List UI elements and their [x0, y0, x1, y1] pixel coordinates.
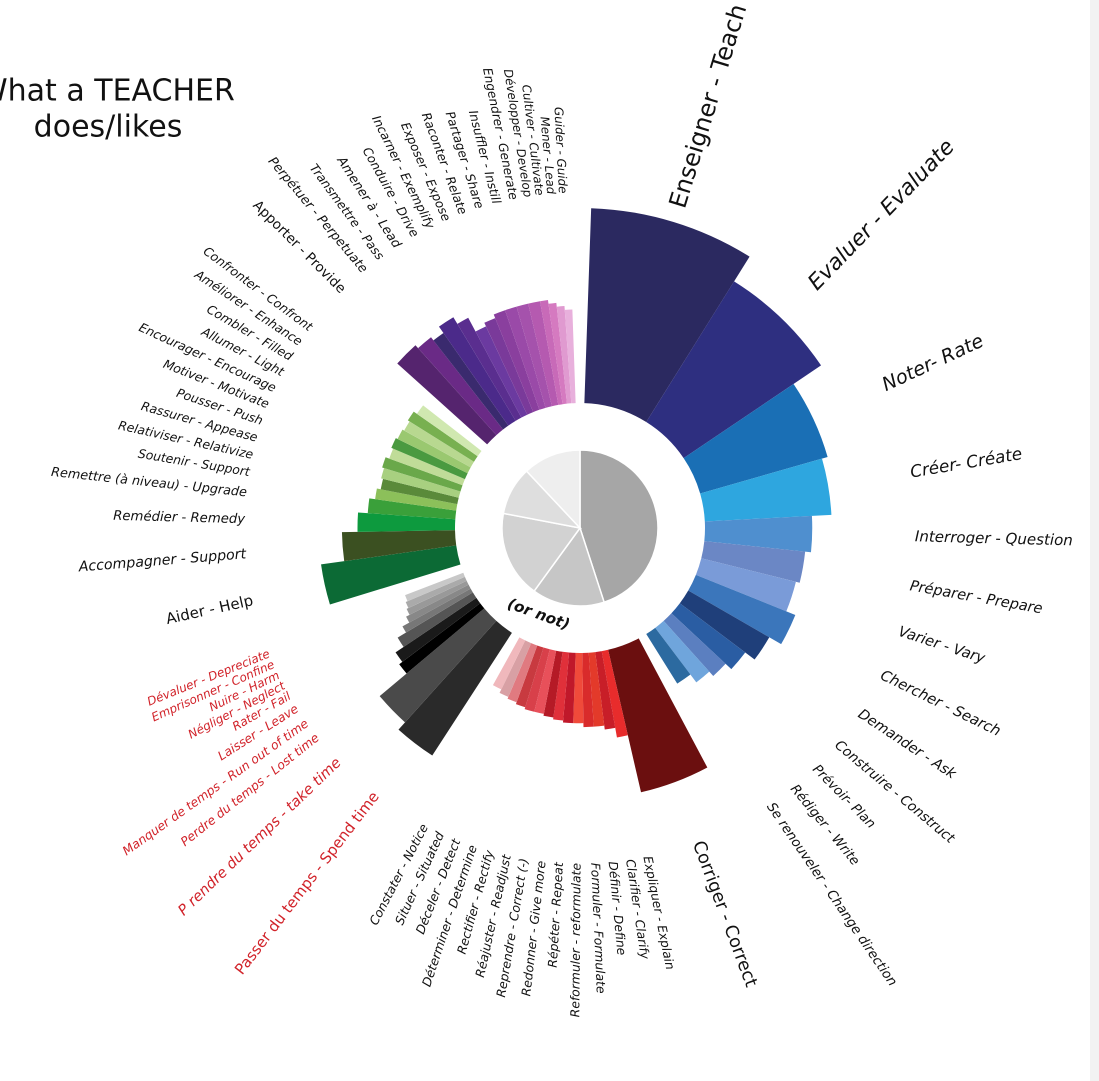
bar	[418, 337, 504, 436]
bar-label: Répéter - Repeat	[546, 861, 566, 968]
bar	[562, 652, 576, 724]
bar-label: Enseigner - Teach	[664, 1, 753, 212]
bar-label: Créer- Créate	[909, 443, 1024, 481]
bar	[524, 647, 550, 712]
bar	[688, 574, 796, 645]
bar	[407, 411, 478, 462]
bar	[700, 458, 832, 522]
bar	[507, 643, 538, 703]
bar	[433, 332, 509, 430]
bar	[321, 545, 461, 605]
bar	[475, 326, 528, 418]
bar	[402, 588, 473, 633]
bar	[406, 584, 471, 623]
bar	[534, 649, 557, 714]
bar	[492, 637, 526, 690]
bar	[405, 576, 467, 609]
bar	[553, 651, 570, 721]
bar	[505, 306, 546, 410]
bar	[406, 580, 469, 615]
bar	[704, 515, 813, 553]
bar	[397, 429, 471, 474]
pie-slice	[579, 449, 659, 604]
bar-label: Interroger - Question	[915, 527, 1073, 549]
bar	[646, 281, 822, 459]
bar	[457, 317, 522, 421]
bar	[516, 303, 552, 408]
bar	[595, 651, 616, 730]
bar	[380, 478, 459, 505]
bar	[405, 572, 465, 602]
bar	[438, 317, 516, 426]
bar	[391, 438, 468, 480]
chart-subtitle: does/likes	[34, 110, 183, 145]
bar	[399, 603, 485, 674]
bar	[357, 512, 456, 532]
bar	[389, 448, 465, 486]
bar-label: Préparer - Prepare	[909, 577, 1044, 617]
bar-label: Manquer de temps - Run out of time	[120, 716, 311, 858]
bar	[701, 541, 806, 583]
bar	[398, 620, 512, 756]
bar	[683, 383, 828, 494]
bar	[671, 603, 746, 670]
bar	[588, 652, 605, 727]
bar-label: Formuler - Formulate	[588, 862, 608, 994]
bar	[540, 299, 563, 405]
pie-slice	[501, 512, 582, 593]
bar	[679, 590, 770, 660]
bar-label: Remédier - Remedy	[113, 508, 246, 527]
bar	[341, 530, 457, 562]
bar	[655, 620, 710, 683]
bar	[695, 558, 796, 612]
bar-label: Accompagner - Support	[77, 546, 247, 575]
bar-label: Apporter - Provide	[249, 197, 348, 296]
bar-label: Noter- Rate	[878, 329, 987, 396]
bar	[573, 652, 584, 724]
bar-label: Passer du temps - Spend time	[231, 788, 383, 978]
bar	[584, 208, 750, 422]
bar-label: Reformuler - reformulate	[568, 863, 583, 1018]
bar	[404, 421, 474, 468]
bar	[608, 638, 708, 793]
bar-label: Guider - Guide	[551, 107, 570, 194]
bar	[367, 498, 457, 520]
pie-slice	[525, 449, 581, 530]
bar	[528, 301, 559, 407]
bar-label: Définir - Define	[606, 861, 629, 957]
bar	[416, 405, 482, 457]
bar	[663, 613, 726, 676]
bar-label: Aider - Help	[164, 591, 255, 628]
bar-label: Corriger - Correct	[688, 838, 761, 990]
bar	[493, 310, 540, 413]
bar	[484, 318, 534, 415]
bar	[381, 468, 461, 498]
bar	[397, 592, 477, 647]
bar	[515, 645, 544, 708]
bar	[379, 608, 497, 723]
bar	[382, 457, 463, 492]
pie-slice	[533, 526, 606, 607]
bar-label: Varier - Vary	[896, 623, 987, 667]
bar	[601, 649, 628, 738]
bar-label: Mener - Lead	[538, 116, 559, 195]
bar	[582, 652, 594, 728]
bar-label: Evaluer - Evaluate	[803, 135, 959, 296]
bar	[397, 345, 497, 445]
bar	[564, 309, 576, 404]
bar	[395, 597, 481, 662]
bar	[556, 306, 572, 404]
bar	[543, 650, 563, 718]
bar	[548, 302, 567, 405]
side-border	[1090, 0, 1099, 1081]
bar	[499, 640, 532, 697]
chart-title: What a TEACHER	[0, 74, 235, 109]
bar	[646, 627, 691, 684]
bar	[375, 488, 458, 511]
